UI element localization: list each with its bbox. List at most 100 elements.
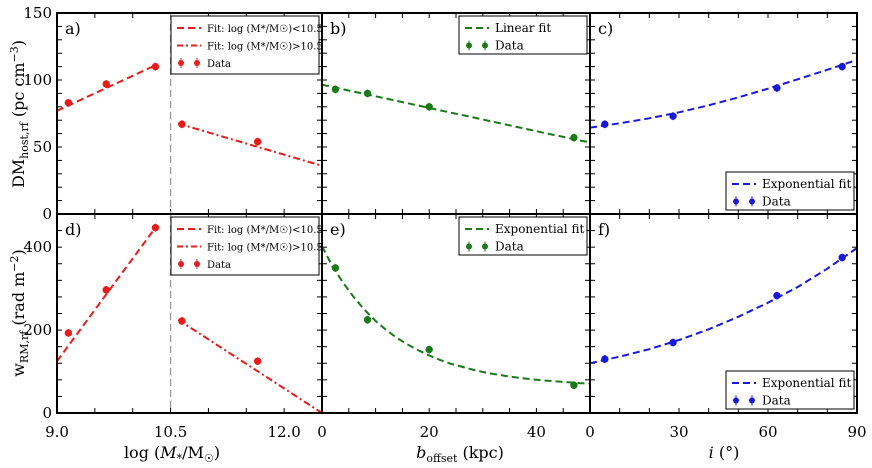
- legend-label: Fit: log (M*/M☉)>10.5: [207, 42, 323, 53]
- data-point: [151, 223, 160, 232]
- y-tick-label: 0: [42, 205, 52, 223]
- data-point: [363, 316, 372, 324]
- panel-label: a): [65, 19, 81, 38]
- x-tick-label: 40: [527, 423, 546, 441]
- legend-label: Exponential fit: [762, 376, 851, 390]
- data-point: [601, 120, 609, 128]
- data-point: [253, 357, 262, 365]
- legend-marker: [466, 243, 472, 250]
- data-point: [102, 80, 110, 88]
- legend-label: Fit: log (M*/M☉)>10.5: [207, 243, 323, 254]
- legend-marker: [482, 243, 488, 250]
- data-point: [570, 133, 578, 142]
- legend-label: Exponential fit: [495, 222, 584, 236]
- data-point: [773, 84, 781, 92]
- x-tick-label: 10.5: [154, 423, 187, 441]
- data-point: [669, 112, 677, 120]
- data-point: [838, 62, 846, 71]
- ylabel-top: DMhost,rf (pc cm−3): [8, 40, 31, 188]
- data-point: [669, 338, 677, 347]
- y-tick-label: 50: [33, 138, 52, 156]
- y-tick-label: 400: [23, 238, 52, 256]
- legend-label: Data: [762, 394, 791, 408]
- data-point: [331, 264, 340, 272]
- fit-line: [590, 247, 857, 365]
- xlabel-offset: boffset (kpc): [416, 443, 504, 465]
- legend-label: Data: [495, 39, 524, 53]
- panel-3: 0 200 400 9.0 10.5 12.0 d) Fit: log (M*/M☉)<10.…: [23, 213, 323, 441]
- data-point: [363, 89, 372, 98]
- legend: Exponential fit Data: [458, 216, 588, 256]
- legend-marker: [749, 198, 755, 205]
- panel-label: c): [598, 19, 613, 38]
- legend: Exponential fit Data: [725, 370, 855, 410]
- y-tick-label: 0: [42, 404, 52, 422]
- x-tick-label: 30: [669, 423, 688, 441]
- panel-1: b) Linear fit Data: [321, 12, 591, 215]
- data-point: [178, 317, 186, 325]
- legend-box: [458, 216, 588, 256]
- legend-box: [725, 171, 855, 211]
- panel-4: 0 20 40 e) Exponential fit Data: [317, 213, 591, 441]
- legend-label: Data: [207, 59, 231, 70]
- legend-marker: [482, 42, 488, 49]
- legend: Fit: log (M*/M☉)<10.5 Fit: log (M*/M☉)>10…: [170, 15, 323, 75]
- data-point: [102, 286, 110, 294]
- fit-line-low: [57, 64, 156, 112]
- fit-line-low: [57, 227, 157, 362]
- panel-5: 0 30 60 90 f) Exponential fit Data: [585, 213, 867, 441]
- legend-marker: [733, 397, 739, 404]
- xlabel-mass: log (M*/M☉): [124, 443, 220, 465]
- data-point: [253, 137, 262, 146]
- ylabel-bottom: wRM,rf (rad m−2): [8, 249, 31, 377]
- data-point: [425, 345, 433, 354]
- y-tick-label: 200: [23, 321, 52, 339]
- data-point: [331, 85, 340, 94]
- legend: Exponential fit Data: [725, 171, 855, 211]
- fit-line: [590, 58, 857, 129]
- data-point: [773, 291, 781, 300]
- legend: Linear fit Data: [458, 15, 588, 55]
- legend-marker: [194, 261, 200, 267]
- fit-line: [322, 245, 590, 385]
- legend-box: [458, 15, 588, 55]
- data-point: [64, 99, 73, 107]
- x-tick-label: 0: [585, 423, 595, 441]
- legend-marker: [749, 397, 755, 404]
- fit-line: [322, 83, 590, 144]
- legend-marker: [194, 60, 200, 66]
- panel-label: e): [330, 220, 346, 239]
- fit-line-high: [177, 318, 322, 413]
- panel-2: c) Exponential fit Data: [589, 12, 858, 215]
- data-point: [425, 103, 433, 111]
- data-point: [838, 253, 846, 262]
- legend: Fit: log (M*/M☉)<10.5 Fit: log (M*/M☉)>10…: [170, 216, 323, 276]
- x-tick-label: 0: [317, 423, 327, 441]
- data-point: [178, 120, 186, 128]
- legend-label: Data: [762, 195, 791, 209]
- legend-label: Linear fit: [495, 21, 551, 35]
- data-point: [570, 381, 578, 389]
- x-tick-label: 20: [420, 423, 439, 441]
- data-point: [601, 355, 609, 363]
- x-tick-label: 9.0: [45, 423, 69, 441]
- legend-box: [725, 370, 855, 410]
- y-tick-label: 150: [23, 4, 52, 22]
- x-tick-label: 60: [758, 423, 777, 441]
- y-tick-label: 100: [23, 71, 52, 89]
- xlabel-inclination: i (°): [709, 443, 740, 462]
- legend-label: Fit: log (M*/M☉)<10.5: [207, 24, 323, 35]
- legend-label: Data: [207, 260, 231, 271]
- data-point: [64, 329, 73, 337]
- legend-label: Exponential fit: [762, 177, 851, 191]
- legend-label: Data: [495, 240, 524, 254]
- panel-label: b): [330, 19, 346, 38]
- legend-marker: [178, 60, 184, 66]
- fit-line-high: [177, 122, 322, 167]
- panel-label: d): [65, 220, 81, 239]
- panel-label: f): [598, 220, 610, 239]
- data-point: [151, 62, 160, 71]
- legend-label: Fit: log (M*/M☉)<10.5: [207, 225, 323, 236]
- x-tick-label: 90: [847, 423, 866, 441]
